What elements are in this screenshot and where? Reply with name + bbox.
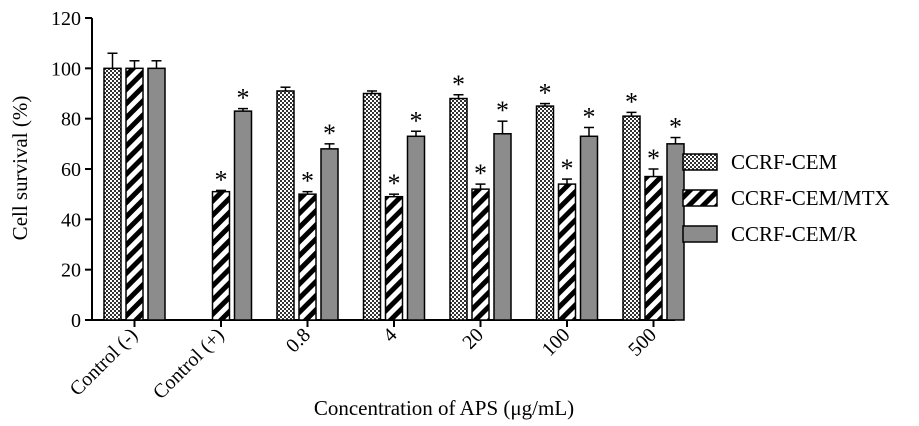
significance-marker: *	[301, 167, 314, 196]
bar	[493, 133, 512, 321]
x-tick-label: 4	[379, 324, 402, 347]
significance-marker: *	[215, 165, 228, 194]
bar	[471, 188, 490, 321]
bars-group: * * * * * * * * * * * * * * *	[103, 52, 685, 321]
bar	[449, 97, 468, 321]
y-tick-label: 80	[61, 109, 81, 131]
bar	[579, 135, 599, 321]
significance-marker: *	[583, 102, 596, 131]
bar	[103, 67, 122, 321]
bar	[125, 67, 144, 321]
significance-marker: *	[388, 169, 401, 198]
y-tick-label: 100	[51, 58, 81, 80]
x-tick-label: Control (+)	[149, 324, 229, 404]
y-tick-label: 20	[61, 260, 81, 282]
significance-marker: *	[323, 119, 336, 148]
significance-marker: *	[647, 144, 660, 173]
significance-marker: *	[669, 113, 682, 142]
y-tick-label: 40	[61, 209, 81, 231]
legend-label: CCRF-CEM/MTX	[731, 186, 890, 210]
y-tick-label: 0	[71, 310, 81, 332]
significance-marker: *	[539, 79, 552, 108]
bar	[622, 115, 641, 321]
bar	[211, 190, 231, 321]
x-tick-label: 0.8	[282, 324, 315, 357]
bar	[320, 148, 339, 321]
x-axis-label: Concentration of APS (μg/mL)	[314, 396, 574, 420]
x-tick-label: 500	[624, 324, 661, 361]
y-axis-label: Cell survival (%)	[8, 96, 32, 241]
y-tick-label: 60	[61, 159, 81, 181]
significance-marker: *	[496, 96, 509, 125]
significance-marker: *	[237, 84, 250, 113]
bar	[362, 92, 382, 321]
significance-marker: *	[452, 70, 465, 99]
legend-swatch	[682, 153, 718, 171]
significance-marker: *	[625, 87, 638, 116]
significance-marker: *	[410, 106, 423, 135]
bar	[276, 90, 295, 321]
bar	[147, 67, 166, 321]
bar	[233, 110, 253, 321]
significance-marker: *	[474, 159, 487, 188]
x-tick-label: Control (-)	[66, 324, 142, 400]
legend-swatch	[682, 225, 718, 243]
bar	[298, 193, 317, 321]
legend: CCRF-CEM CCRF-CEM/MTX CCRF-CEM/R	[682, 150, 890, 246]
y-tick-label: 120	[51, 8, 81, 30]
legend-label: CCRF-CEM/R	[731, 222, 857, 246]
bar	[666, 143, 685, 321]
bar	[644, 175, 663, 321]
x-tick-label: 100	[538, 324, 575, 361]
legend-swatch	[682, 189, 718, 207]
bar	[406, 135, 426, 321]
legend-label: CCRF-CEM	[731, 150, 838, 174]
x-tick-label: 20	[458, 324, 488, 354]
bar	[535, 105, 555, 321]
significance-marker: *	[561, 154, 574, 183]
bar	[384, 195, 404, 321]
bar	[557, 183, 577, 321]
